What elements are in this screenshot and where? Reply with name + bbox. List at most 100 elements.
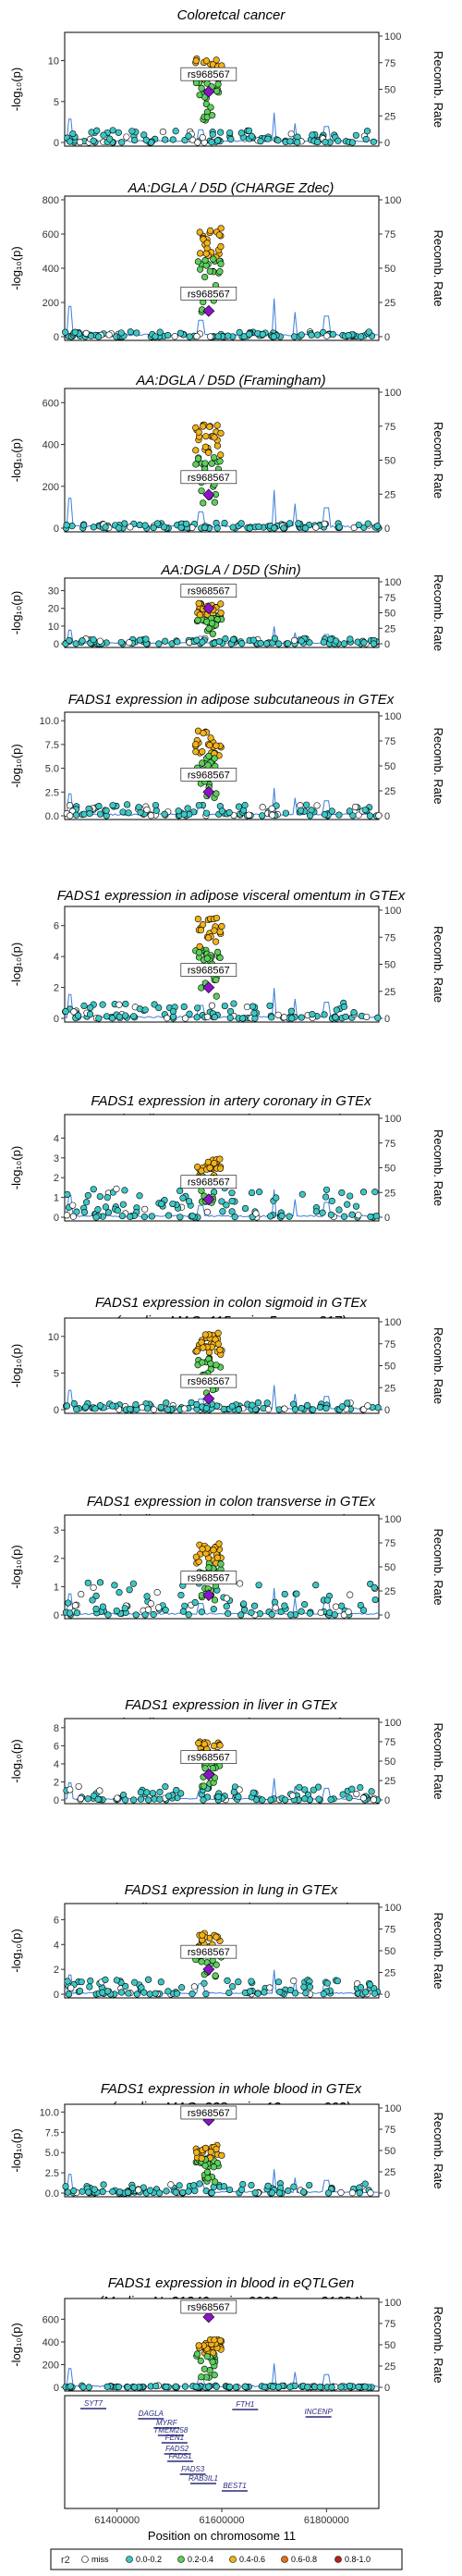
snp-point <box>177 1790 185 1797</box>
snp-point <box>90 1584 97 1591</box>
legend-label: 0.2-0.4 <box>188 2555 213 2564</box>
snp-point <box>251 2189 259 2197</box>
y-tick-label: 3 <box>54 1525 59 1536</box>
recomb-axis-label: Recomb. Rate <box>432 51 445 128</box>
gene-label: TMEM258 <box>153 2426 188 2434</box>
snp-point <box>194 616 201 624</box>
snp-point <box>255 523 262 530</box>
snp-point <box>99 1001 106 1008</box>
snp-point <box>211 434 218 441</box>
snp-point <box>191 2188 199 2195</box>
snp-point <box>209 1765 216 1772</box>
snp-point <box>201 460 209 467</box>
snp-point <box>207 1360 214 1367</box>
snp-point <box>213 1933 220 1941</box>
panel-title: FADS1 expression in whole blood in GTEx <box>101 2081 362 2097</box>
recomb-tick-label: 50 <box>384 609 395 620</box>
snp-point <box>193 2149 201 2156</box>
snp-point <box>268 1014 275 1021</box>
snp-point <box>214 1329 222 1337</box>
snp-point <box>294 139 301 146</box>
snp-point <box>261 1989 268 1996</box>
panel-title: FADS1 expression in liver in GTEx <box>125 1697 337 1713</box>
snp-point <box>247 1988 254 1995</box>
y-tick-label: 6 <box>54 1741 59 1752</box>
snp-point <box>199 748 206 756</box>
lead-snp-label: rs968567 <box>188 1376 230 1387</box>
snp-point <box>364 520 371 527</box>
legend: r2 miss 0.0-0.2 0.2-0.4 0.4-0.6 0.6-0.8 0.8-1.… <box>50 2548 403 2570</box>
snp-point <box>202 1991 210 1998</box>
snp-point <box>113 1977 121 1984</box>
recomb-tick-label: 75 <box>384 229 395 240</box>
recomb-tick-label: 50 <box>384 264 395 275</box>
snp-point <box>235 803 243 810</box>
snp-point <box>84 1579 91 1586</box>
y-tick-label: 200 <box>43 2360 59 2371</box>
lead-snp-diamond <box>202 785 215 798</box>
snp-point <box>62 328 69 336</box>
snp-point <box>195 2342 202 2349</box>
snp-point <box>223 1603 230 1610</box>
snp-point <box>328 807 335 815</box>
snp-point <box>241 1204 249 1213</box>
snp-point <box>179 1194 187 1202</box>
snp-point <box>206 1165 213 1172</box>
snp-point <box>109 2188 116 2196</box>
snp-point <box>105 135 114 142</box>
snp-point <box>334 137 342 144</box>
plot-frame <box>64 2103 380 2198</box>
snp-point <box>362 135 370 143</box>
snp-point <box>259 330 266 339</box>
snp-point <box>328 1197 335 1205</box>
snp-point <box>149 1790 156 1797</box>
snp-point <box>363 1013 371 1021</box>
y-tick-label: 10 <box>48 622 59 633</box>
snp-point <box>190 1983 198 1991</box>
snp-point <box>331 1611 338 1619</box>
gene-label: FTH1 <box>236 2400 254 2409</box>
snp-point <box>155 1604 163 1611</box>
snp-point <box>241 801 249 809</box>
snp-point <box>163 2188 170 2195</box>
lead-snp-diamond <box>202 488 215 501</box>
snp-point <box>312 1582 320 1589</box>
snp-point <box>319 1209 326 1216</box>
snp-point <box>173 1786 180 1794</box>
snp-point <box>268 1610 275 1619</box>
snp-point <box>264 135 272 142</box>
snp-point <box>322 139 329 146</box>
snp-point <box>313 331 322 339</box>
snp-point <box>202 100 210 107</box>
snp-point <box>114 1794 121 1802</box>
snp-point <box>236 328 243 336</box>
snp-point <box>198 2373 205 2381</box>
snp-point <box>259 804 266 811</box>
snp-point <box>201 2162 209 2169</box>
snp-point <box>178 1984 186 1991</box>
snp-point <box>228 1208 236 1215</box>
snp-point <box>163 1399 170 1407</box>
snp-point <box>221 1002 228 1010</box>
snp-point <box>66 636 73 644</box>
lead-snp-label: rs968567 <box>188 770 230 781</box>
plot-frame <box>64 31 380 147</box>
lead-snp-diamond <box>202 1589 215 1602</box>
snp-point <box>188 1991 196 1998</box>
snp-point <box>298 1190 306 1198</box>
snp-point <box>370 1796 377 1804</box>
snp-point <box>151 1795 158 1803</box>
snp-point <box>274 137 282 144</box>
snp-point <box>216 458 224 465</box>
snp-point <box>232 2384 240 2391</box>
snp-point <box>263 640 271 647</box>
snp-point <box>195 1740 202 1747</box>
snp-point <box>100 131 107 139</box>
gene-label: BEST1 <box>223 2482 246 2490</box>
snp-point <box>194 258 202 265</box>
recomb-tick-label: 25 <box>384 1776 395 1787</box>
snp-point <box>201 1765 209 1772</box>
snp-point <box>229 635 237 644</box>
snp-point <box>121 1187 128 1194</box>
snp-point <box>94 1206 102 1214</box>
